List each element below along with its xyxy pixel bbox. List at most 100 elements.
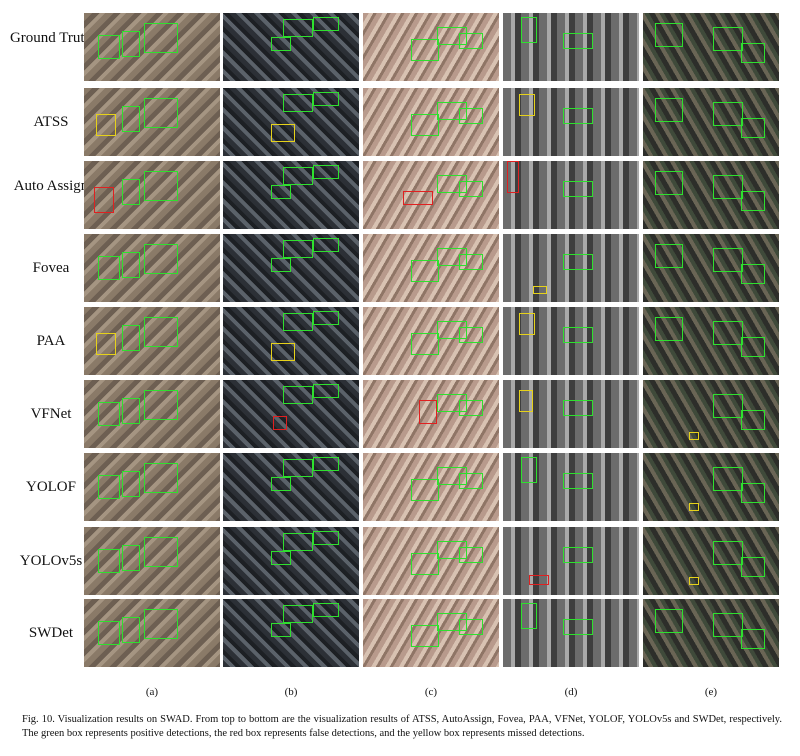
image-tile	[223, 453, 359, 521]
detection-box	[507, 161, 519, 193]
detection-box	[271, 551, 291, 565]
detection-box	[655, 98, 683, 122]
detection-box	[437, 467, 467, 485]
detection-box	[459, 33, 483, 49]
detection-box	[459, 327, 483, 343]
detection-box	[437, 541, 467, 559]
detection-box	[122, 31, 140, 57]
detection-box	[313, 17, 339, 31]
image-tile	[503, 527, 639, 595]
image-tile	[363, 527, 499, 595]
detection-box	[144, 98, 178, 128]
detection-box	[122, 179, 140, 205]
image-tile	[363, 13, 499, 81]
detection-box	[713, 467, 743, 491]
image-tile	[363, 307, 499, 375]
image-tile	[223, 307, 359, 375]
detection-box	[713, 102, 743, 126]
detection-box	[529, 575, 549, 585]
detection-box	[98, 549, 120, 573]
detection-box	[313, 603, 339, 617]
detection-box	[563, 327, 593, 343]
detection-box	[98, 621, 120, 645]
row-label: YOLOF	[25, 479, 76, 495]
detection-box	[563, 254, 593, 270]
image-tile	[223, 161, 359, 229]
detection-box	[459, 547, 483, 563]
detection-box	[96, 333, 116, 355]
image-tile	[643, 88, 779, 156]
column-label: (d)	[564, 686, 578, 698]
row-label: Ground Truth	[9, 30, 93, 46]
detection-box	[563, 619, 593, 635]
image-tile	[363, 599, 499, 667]
image-tile	[363, 161, 499, 229]
detection-box	[313, 457, 339, 471]
detection-box	[283, 533, 313, 551]
detection-box	[144, 171, 178, 201]
detection-box	[689, 432, 699, 440]
detection-box	[122, 617, 140, 643]
detection-box	[437, 102, 467, 120]
image-tile	[84, 161, 220, 229]
detection-box	[98, 475, 120, 499]
detection-box	[98, 35, 120, 59]
image-tile	[84, 453, 220, 521]
image-tile	[223, 599, 359, 667]
detection-box	[403, 191, 433, 205]
detection-box	[563, 547, 593, 563]
detection-box	[437, 613, 467, 631]
column-label: (b)	[284, 686, 298, 698]
detection-box	[741, 629, 765, 649]
detection-box	[271, 623, 291, 637]
detection-box	[144, 537, 178, 567]
row-label: Fovea	[32, 260, 70, 276]
detection-box	[563, 400, 593, 416]
image-tile	[223, 88, 359, 156]
image-tile	[503, 380, 639, 448]
detection-box	[122, 398, 140, 424]
image-tile	[503, 453, 639, 521]
detection-box	[411, 260, 439, 282]
detection-box	[741, 191, 765, 211]
detection-box	[437, 394, 467, 412]
image-tile	[84, 13, 220, 81]
image-tile	[503, 13, 639, 81]
detection-box	[411, 39, 439, 61]
detection-box	[519, 313, 535, 335]
image-tile	[643, 307, 779, 375]
row-label: SWDet	[28, 625, 74, 641]
detection-box	[419, 400, 437, 424]
image-tile	[503, 161, 639, 229]
detection-box	[521, 17, 537, 43]
detection-box	[283, 94, 313, 112]
image-tile	[363, 453, 499, 521]
detection-box	[437, 27, 467, 45]
detection-box	[313, 311, 339, 325]
detection-box	[519, 94, 535, 116]
image-tile	[84, 599, 220, 667]
image-tile	[84, 307, 220, 375]
detection-box	[655, 23, 683, 47]
detection-box	[313, 384, 339, 398]
detection-box	[271, 185, 291, 199]
detection-box	[713, 613, 743, 637]
detection-box	[437, 248, 467, 266]
detection-box	[144, 463, 178, 493]
detection-box	[411, 114, 439, 136]
column-label: (a)	[145, 686, 159, 698]
detection-box	[122, 471, 140, 497]
row-label: Auto Assign	[13, 178, 89, 194]
detection-box	[283, 167, 313, 185]
column-label: (c)	[424, 686, 438, 698]
detection-box	[283, 240, 313, 258]
detection-box	[655, 609, 683, 633]
image-tile	[84, 88, 220, 156]
detection-box	[563, 108, 593, 124]
image-tile	[643, 453, 779, 521]
detection-box	[144, 23, 178, 53]
detection-box	[713, 541, 743, 565]
column-label: (e)	[704, 686, 718, 698]
detection-box	[713, 175, 743, 199]
detection-box	[459, 619, 483, 635]
